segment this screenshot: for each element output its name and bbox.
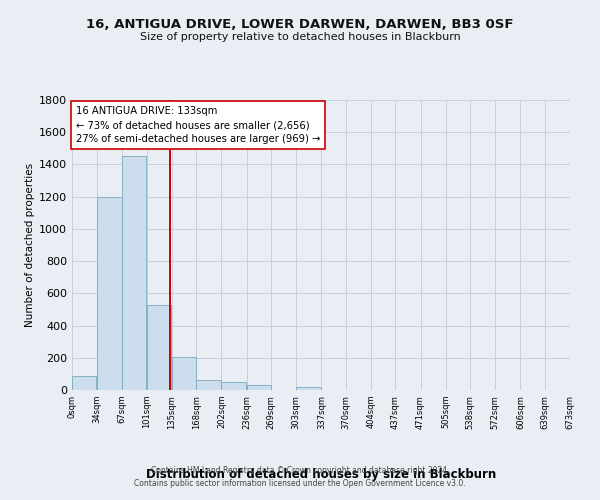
Text: Size of property relative to detached houses in Blackburn: Size of property relative to detached ho… — [140, 32, 460, 42]
Text: 16, ANTIGUA DRIVE, LOWER DARWEN, DARWEN, BB3 0SF: 16, ANTIGUA DRIVE, LOWER DARWEN, DARWEN,… — [86, 18, 514, 30]
Text: Contains HM Land Registry data © Crown copyright and database right 2024.
Contai: Contains HM Land Registry data © Crown c… — [134, 466, 466, 487]
Bar — [247, 385, 271, 390]
X-axis label: Distribution of detached houses by size in Blackburn: Distribution of detached houses by size … — [146, 468, 496, 481]
Y-axis label: Number of detached properties: Number of detached properties — [25, 163, 35, 327]
Bar — [196, 380, 221, 390]
Bar — [221, 382, 246, 390]
Text: 16 ANTIGUA DRIVE: 133sqm
← 73% of detached houses are smaller (2,656)
27% of sem: 16 ANTIGUA DRIVE: 133sqm ← 73% of detach… — [76, 106, 320, 144]
Bar — [296, 387, 320, 390]
Bar — [172, 357, 196, 390]
Bar — [72, 376, 97, 390]
Bar — [122, 156, 146, 390]
Bar — [147, 304, 171, 390]
Bar — [97, 198, 122, 390]
